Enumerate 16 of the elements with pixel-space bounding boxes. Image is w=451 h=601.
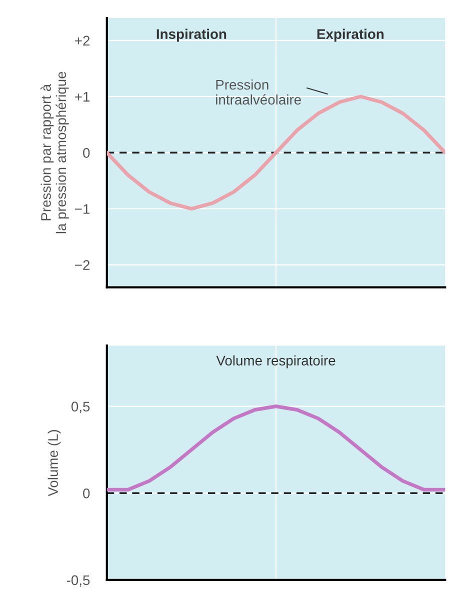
annotation: Pression intraalvéolaire <box>216 79 301 105</box>
annotation: Inspiration <box>156 28 226 42</box>
y-axis-title: Volume (L) <box>48 430 61 496</box>
y-tick-label: −2 <box>75 260 90 270</box>
y-tick-label: +1 <box>75 92 90 102</box>
y-tick-label: 0 <box>83 148 90 158</box>
y-tick-label: +2 <box>75 36 90 46</box>
y-tick-label: −1 <box>75 204 90 214</box>
y-axis-title: Pression par rapport à la pression atmosphérique <box>40 72 69 234</box>
annotation: Expiration <box>317 28 384 42</box>
line-series <box>106 404 446 492</box>
y-tick-label: -0,5 <box>66 575 90 587</box>
y-tick-label: 0 <box>83 488 90 498</box>
line-series <box>106 94 446 211</box>
y-tick-label: 0,5 <box>71 402 90 414</box>
text: Volume respiratoire <box>216 355 336 368</box>
